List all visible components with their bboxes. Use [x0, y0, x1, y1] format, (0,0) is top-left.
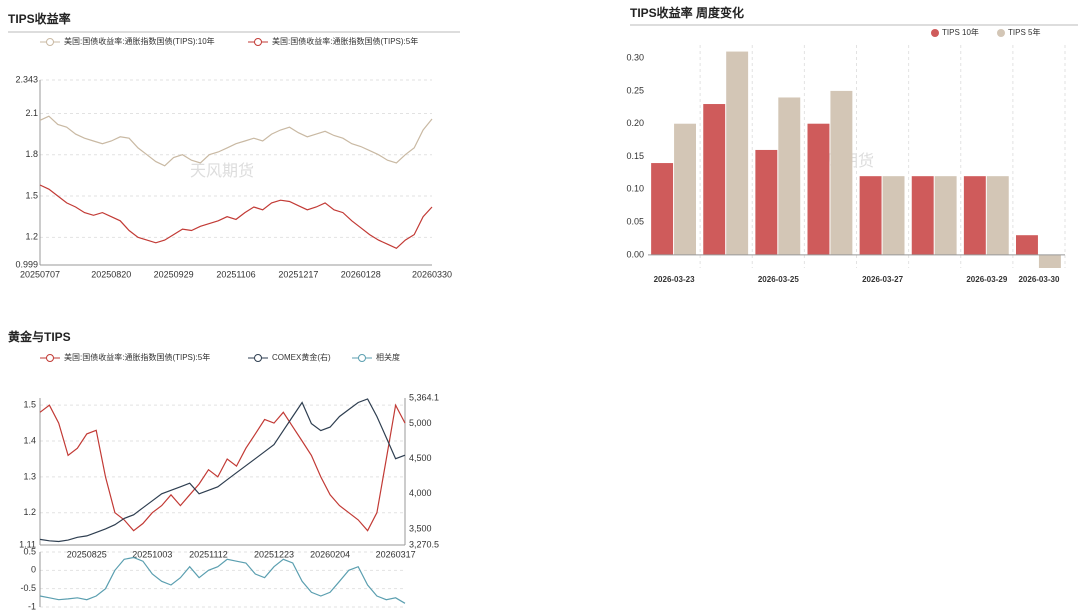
legend-marker	[997, 29, 1005, 37]
y-tick-label: 0.30	[626, 52, 644, 62]
x-tick-label: 20251223	[254, 549, 294, 559]
line	[39, 184, 433, 250]
bar	[651, 163, 674, 255]
legend-label: 美国:国债收益率:通胀指数国债(TIPS):10年	[64, 36, 215, 46]
x-tick-label: 20250825	[67, 549, 107, 559]
x-tick-label: 20251217	[278, 269, 318, 279]
bar	[807, 123, 830, 255]
y-tick-label: 1.4	[23, 435, 36, 445]
bar	[859, 176, 882, 255]
legend-label: TIPS 10年	[942, 27, 979, 37]
bar	[755, 149, 778, 255]
y-tick-label: 0.999	[15, 259, 38, 269]
chart-title: TIPS收益率 周度变化	[630, 5, 744, 20]
x-tick-label: 20250707	[20, 269, 60, 279]
y-tick-label: 3,270.5	[409, 539, 439, 549]
legend-marker	[931, 29, 939, 37]
bar	[703, 104, 726, 255]
y-tick-label: 1.8	[25, 149, 38, 159]
x-tick-label: 20260330	[412, 269, 452, 279]
y-tick-label: 1.2	[25, 232, 38, 242]
bar	[882, 176, 905, 255]
x-tick-label: 2026-03-23	[654, 275, 695, 284]
y-tick-label: 1.2	[23, 507, 36, 517]
y-tick-label: 2.1	[25, 108, 38, 118]
y-tick-label: 5,000	[409, 418, 432, 428]
legend-label: TIPS 5年	[1008, 27, 1040, 37]
y-tick-label: 4,500	[409, 453, 432, 463]
y-tick-label: 3,500	[409, 523, 432, 533]
x-tick-label: 20250820	[91, 269, 131, 279]
bar	[1016, 235, 1038, 255]
y-tick-label: 0.20	[626, 118, 644, 128]
y-tick-label: 1.5	[23, 400, 36, 410]
y-tick-label: 0.25	[626, 85, 644, 95]
legend-marker	[254, 38, 262, 46]
y-tick-label: 0.10	[626, 184, 644, 194]
line	[39, 556, 406, 604]
y-tick-label: 0.15	[626, 151, 644, 161]
bar	[963, 176, 986, 255]
legend-label: 美国:国债收益率:通胀指数国债(TIPS):5年	[272, 36, 418, 46]
bar	[986, 176, 1009, 255]
y-tick-label: 0	[31, 565, 36, 575]
y-tick-label: 1.11	[19, 539, 36, 549]
legend-label: COMEX黄金(右)	[272, 352, 331, 362]
bar	[674, 123, 696, 255]
bar	[911, 176, 934, 255]
line	[39, 115, 433, 167]
legend-marker	[358, 354, 366, 362]
y-tick-label: 1.5	[25, 190, 38, 200]
x-tick-label: 2026-03-25	[758, 275, 799, 284]
y-tick-label: 1.3	[23, 471, 36, 481]
y-tick-label: 0.5	[23, 546, 36, 556]
x-tick-label: 20251106	[216, 269, 255, 279]
y-tick-label: -1	[28, 601, 36, 611]
x-tick-label: 20260317	[376, 549, 416, 559]
x-tick-label: 2026-03-30	[1018, 275, 1059, 284]
y-tick-label: 0.00	[626, 249, 644, 259]
line	[39, 403, 406, 532]
watermark: 天风期货	[190, 162, 254, 180]
x-tick-label: 20251003	[132, 549, 172, 559]
bar	[1038, 254, 1061, 268]
legend-marker	[46, 354, 54, 362]
x-tick-label: 20260204	[310, 549, 350, 559]
legend-label: 美国:国债收益率:通胀指数国债(TIPS):5年	[64, 352, 210, 362]
bar	[778, 97, 801, 255]
x-tick-label: 2026-03-27	[862, 275, 903, 284]
line	[39, 398, 406, 543]
y-tick-label: 5,364.1	[409, 392, 439, 402]
y-tick-label: -0.5	[20, 583, 36, 593]
chart-title: 黄金与TIPS	[8, 329, 71, 344]
bar	[934, 176, 957, 255]
chart-title: TIPS收益率	[8, 11, 71, 26]
x-tick-label: 2026-03-29	[966, 275, 1007, 284]
x-tick-label: 20250929	[154, 269, 194, 279]
y-tick-label: 2.343	[15, 74, 38, 84]
legend-label: 相关度	[376, 352, 400, 362]
x-tick-label: 20260128	[341, 269, 381, 279]
legend-marker	[46, 38, 54, 46]
bar	[830, 90, 853, 255]
bar	[726, 51, 749, 255]
y-tick-label: 4,000	[409, 488, 432, 498]
legend-marker	[254, 354, 262, 362]
y-tick-label: 0.05	[626, 216, 644, 226]
x-tick-label: 20251112	[189, 549, 228, 559]
